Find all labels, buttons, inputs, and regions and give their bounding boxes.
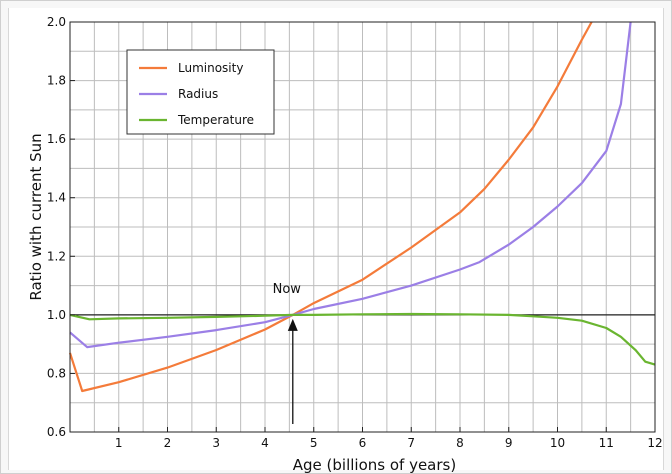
axes-layer xyxy=(69,21,656,433)
y-tick-label: 1.8 xyxy=(47,74,66,88)
legend-label-radius: Radius xyxy=(178,87,218,101)
x-tick-label: 6 xyxy=(359,436,367,450)
y-tick-label: 0.6 xyxy=(47,425,66,439)
legend-label-luminosity: Luminosity xyxy=(178,61,243,75)
x-tick-label: 2 xyxy=(164,436,172,450)
series-layer xyxy=(68,21,656,393)
y-tick-label: 1.4 xyxy=(47,191,66,205)
x-axis-label: Age (billions of years) xyxy=(293,456,456,474)
series-line-radius xyxy=(69,21,632,349)
annotation-arrow-head xyxy=(287,318,298,331)
x-tick-label: 9 xyxy=(505,436,513,450)
x-tick-label: 10 xyxy=(550,436,565,450)
x-tick-label: 8 xyxy=(456,436,464,450)
x-tick-label: 7 xyxy=(407,436,415,450)
x-tick-label: 5 xyxy=(310,436,318,450)
x-tick-label: 11 xyxy=(599,436,614,450)
tick-labels: 0.60.81.01.21.41.61.82.01 2 3 4 5 6 7 8 9 10 11 12 xyxy=(47,15,663,450)
annotation-layer: Now xyxy=(273,282,302,424)
y-tick-label: 1.2 xyxy=(47,249,66,263)
y-tick-label: 2.0 xyxy=(47,15,66,29)
series-line-luminosity xyxy=(68,21,593,393)
x-tick-label: 3 xyxy=(212,436,220,450)
series-line-temperature xyxy=(69,312,656,366)
y-tick-label: 1.0 xyxy=(47,308,66,322)
legend: Luminosity Radius Temperature xyxy=(126,49,275,135)
legend-label-temperature: Temperature xyxy=(177,113,254,127)
y-tick-label: 0.8 xyxy=(47,366,66,380)
x-tick-label: 1 xyxy=(115,436,123,450)
x-tick-label: 4 xyxy=(261,436,269,450)
grid xyxy=(70,22,655,432)
y-tick-label: 1.6 xyxy=(47,132,66,146)
x-tick-label: 12 xyxy=(647,436,662,450)
annotation-label: Now xyxy=(273,282,302,297)
y-axis-label: Ratio with current Sun xyxy=(27,133,45,300)
